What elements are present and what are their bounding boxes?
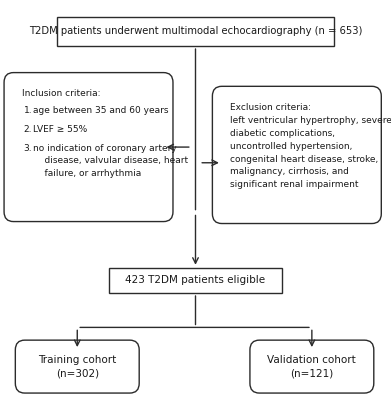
Text: 423 T2DM patients eligible: 423 T2DM patients eligible [126, 275, 265, 285]
FancyBboxPatch shape [109, 268, 282, 293]
FancyBboxPatch shape [15, 340, 139, 393]
Text: 1.: 1. [23, 106, 32, 115]
Text: Validation cohort
(n=121): Validation cohort (n=121) [267, 355, 356, 378]
FancyBboxPatch shape [57, 17, 334, 46]
Text: Exclusion criteria:
left ventricular hypertrophy, severe
diabetic complications,: Exclusion criteria: left ventricular hyp… [230, 103, 391, 189]
FancyBboxPatch shape [212, 86, 381, 224]
FancyBboxPatch shape [4, 73, 173, 222]
Text: Inclusion criteria:: Inclusion criteria: [22, 90, 100, 98]
Text: LVEF ≥ 55%: LVEF ≥ 55% [33, 125, 87, 134]
Text: Training cohort
(n=302): Training cohort (n=302) [38, 355, 117, 378]
Text: no indication of coronary artery
    disease, valvular disease, heart
    failur: no indication of coronary artery disease… [33, 144, 188, 178]
Text: age between 35 and 60 years: age between 35 and 60 years [33, 106, 169, 115]
Text: T2DM patients underwent multimodal echocardiography (n = 653): T2DM patients underwent multimodal echoc… [29, 26, 362, 36]
Text: 3.: 3. [23, 144, 32, 152]
FancyBboxPatch shape [250, 340, 374, 393]
Text: 2.: 2. [23, 125, 32, 134]
